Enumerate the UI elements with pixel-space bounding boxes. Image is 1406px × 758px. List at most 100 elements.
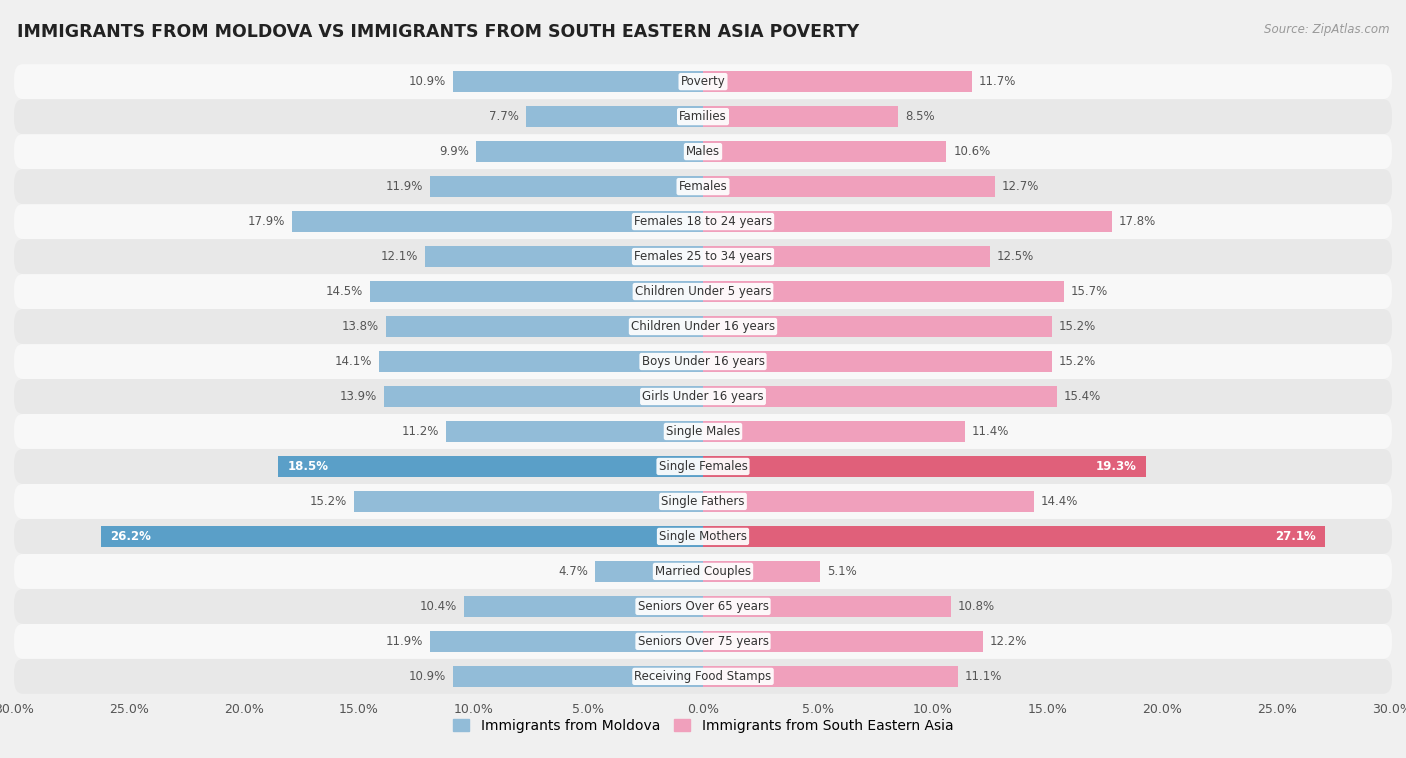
FancyBboxPatch shape bbox=[14, 484, 1392, 519]
Text: 12.5%: 12.5% bbox=[997, 250, 1035, 263]
Text: 26.2%: 26.2% bbox=[111, 530, 152, 543]
Text: Seniors Over 65 years: Seniors Over 65 years bbox=[637, 600, 769, 613]
FancyBboxPatch shape bbox=[14, 624, 1392, 659]
Text: IMMIGRANTS FROM MOLDOVA VS IMMIGRANTS FROM SOUTH EASTERN ASIA POVERTY: IMMIGRANTS FROM MOLDOVA VS IMMIGRANTS FR… bbox=[17, 23, 859, 41]
Text: 10.9%: 10.9% bbox=[409, 670, 446, 683]
FancyBboxPatch shape bbox=[14, 344, 1392, 379]
Text: 7.7%: 7.7% bbox=[489, 110, 519, 123]
Text: 27.1%: 27.1% bbox=[1275, 530, 1316, 543]
Text: Receiving Food Stamps: Receiving Food Stamps bbox=[634, 670, 772, 683]
FancyBboxPatch shape bbox=[14, 169, 1392, 204]
Bar bbox=[703, 351, 1052, 372]
Text: Seniors Over 75 years: Seniors Over 75 years bbox=[637, 635, 769, 648]
FancyBboxPatch shape bbox=[14, 379, 1392, 414]
Text: Children Under 5 years: Children Under 5 years bbox=[634, 285, 772, 298]
Text: Single Females: Single Females bbox=[658, 460, 748, 473]
Text: 12.7%: 12.7% bbox=[1001, 180, 1039, 193]
Bar bbox=[703, 561, 820, 582]
Bar bbox=[703, 490, 1033, 512]
Text: Males: Males bbox=[686, 145, 720, 158]
Text: 17.9%: 17.9% bbox=[247, 215, 285, 228]
FancyBboxPatch shape bbox=[14, 659, 1392, 694]
FancyBboxPatch shape bbox=[14, 519, 1392, 554]
FancyBboxPatch shape bbox=[14, 99, 1392, 134]
Legend: Immigrants from Moldova, Immigrants from South Eastern Asia: Immigrants from Moldova, Immigrants from… bbox=[447, 713, 959, 738]
Text: 15.2%: 15.2% bbox=[309, 495, 347, 508]
Bar bbox=[370, 280, 703, 302]
Text: 5.1%: 5.1% bbox=[827, 565, 856, 578]
Bar bbox=[703, 211, 1112, 233]
Text: 13.9%: 13.9% bbox=[340, 390, 377, 403]
Bar bbox=[703, 141, 946, 162]
Text: 11.9%: 11.9% bbox=[385, 635, 423, 648]
Bar bbox=[703, 386, 1057, 407]
Text: 13.8%: 13.8% bbox=[342, 320, 380, 333]
Text: 10.6%: 10.6% bbox=[953, 145, 991, 158]
Text: Boys Under 16 years: Boys Under 16 years bbox=[641, 355, 765, 368]
Text: Married Couples: Married Couples bbox=[655, 565, 751, 578]
Text: 11.1%: 11.1% bbox=[965, 670, 1002, 683]
Bar bbox=[430, 631, 703, 652]
Text: 15.7%: 15.7% bbox=[1070, 285, 1108, 298]
Text: 15.4%: 15.4% bbox=[1063, 390, 1101, 403]
Text: 10.4%: 10.4% bbox=[420, 600, 457, 613]
Bar bbox=[292, 211, 703, 233]
Bar bbox=[446, 421, 703, 443]
Bar bbox=[354, 490, 703, 512]
Text: Females: Females bbox=[679, 180, 727, 193]
Text: 17.8%: 17.8% bbox=[1119, 215, 1156, 228]
FancyBboxPatch shape bbox=[14, 64, 1392, 99]
Bar bbox=[387, 315, 703, 337]
Bar bbox=[526, 106, 703, 127]
Text: 10.9%: 10.9% bbox=[409, 75, 446, 88]
Text: 11.7%: 11.7% bbox=[979, 75, 1017, 88]
Bar bbox=[380, 351, 703, 372]
Bar bbox=[101, 525, 703, 547]
Text: 19.3%: 19.3% bbox=[1097, 460, 1137, 473]
Text: 11.9%: 11.9% bbox=[385, 180, 423, 193]
FancyBboxPatch shape bbox=[14, 589, 1392, 624]
Bar bbox=[703, 421, 965, 443]
Bar bbox=[703, 456, 1146, 478]
Text: Single Mothers: Single Mothers bbox=[659, 530, 747, 543]
Text: 11.2%: 11.2% bbox=[402, 425, 439, 438]
Bar bbox=[703, 315, 1052, 337]
Text: Source: ZipAtlas.com: Source: ZipAtlas.com bbox=[1264, 23, 1389, 36]
Bar bbox=[464, 596, 703, 617]
Text: 14.1%: 14.1% bbox=[335, 355, 373, 368]
Bar bbox=[703, 280, 1063, 302]
Bar bbox=[384, 386, 703, 407]
Bar bbox=[703, 70, 972, 92]
FancyBboxPatch shape bbox=[14, 274, 1392, 309]
Text: Single Males: Single Males bbox=[666, 425, 740, 438]
Bar bbox=[703, 176, 994, 197]
FancyBboxPatch shape bbox=[14, 204, 1392, 239]
Bar bbox=[703, 631, 983, 652]
Text: 18.5%: 18.5% bbox=[287, 460, 329, 473]
Text: Children Under 16 years: Children Under 16 years bbox=[631, 320, 775, 333]
Text: 4.7%: 4.7% bbox=[558, 565, 588, 578]
Bar bbox=[595, 561, 703, 582]
Bar bbox=[430, 176, 703, 197]
FancyBboxPatch shape bbox=[14, 134, 1392, 169]
Text: Females 18 to 24 years: Females 18 to 24 years bbox=[634, 215, 772, 228]
Text: 12.2%: 12.2% bbox=[990, 635, 1028, 648]
Bar bbox=[453, 666, 703, 688]
Text: Poverty: Poverty bbox=[681, 75, 725, 88]
Text: Single Fathers: Single Fathers bbox=[661, 495, 745, 508]
Bar bbox=[703, 246, 990, 268]
FancyBboxPatch shape bbox=[14, 309, 1392, 344]
Bar bbox=[425, 246, 703, 268]
Text: 15.2%: 15.2% bbox=[1059, 320, 1097, 333]
Text: Families: Families bbox=[679, 110, 727, 123]
Bar bbox=[278, 456, 703, 478]
FancyBboxPatch shape bbox=[14, 449, 1392, 484]
Text: 12.1%: 12.1% bbox=[381, 250, 418, 263]
Text: 8.5%: 8.5% bbox=[905, 110, 935, 123]
Text: Females 25 to 34 years: Females 25 to 34 years bbox=[634, 250, 772, 263]
FancyBboxPatch shape bbox=[14, 554, 1392, 589]
Bar bbox=[703, 106, 898, 127]
Bar bbox=[453, 70, 703, 92]
FancyBboxPatch shape bbox=[14, 414, 1392, 449]
Text: Girls Under 16 years: Girls Under 16 years bbox=[643, 390, 763, 403]
